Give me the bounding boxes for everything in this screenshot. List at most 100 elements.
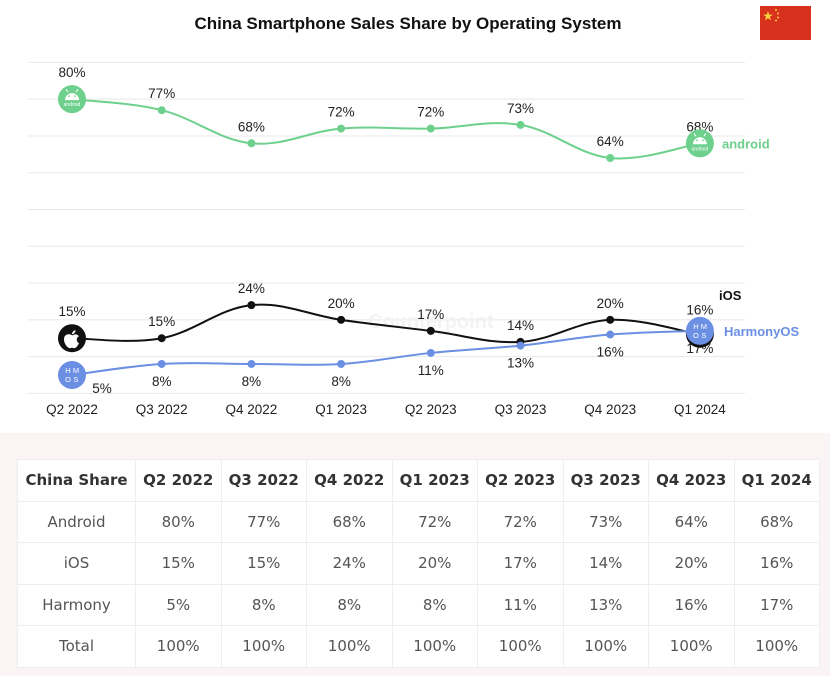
table-cell: 8%: [306, 583, 393, 626]
data-label-harmonyos: 11%: [418, 363, 444, 378]
data-label-ios: 20%: [328, 296, 355, 311]
x-tick-label: Q1 2024: [674, 402, 726, 417]
svg-text:H: H: [693, 322, 698, 331]
series-layer: [71, 98, 704, 377]
data-label-android: 72%: [328, 105, 355, 120]
svg-text:android: android: [692, 146, 709, 152]
table-cell: 100%: [477, 625, 564, 668]
x-tick-label: Q1 2023: [315, 402, 367, 417]
table-cell: 15%: [220, 542, 307, 585]
x-tick-label: Q3 2023: [495, 402, 547, 417]
data-label-ios: 14%: [507, 318, 534, 333]
table-body: Android 80% 77% 68% 72% 72% 73% 64% 68% iOS 15% 15%…: [17, 500, 820, 668]
data-label-ios: 16%: [686, 303, 713, 318]
data-point-android: [337, 124, 346, 133]
x-tick-label: Q4 2023: [584, 402, 636, 417]
x-tick-label: Q2 2022: [46, 402, 98, 417]
data-point-harmonyos: [426, 348, 435, 357]
data-label-ios: 24%: [238, 281, 265, 296]
table-cell: 8%: [220, 583, 307, 626]
table-cell: 64%: [648, 500, 735, 543]
table-cell: 8%: [391, 583, 478, 626]
table-header-label: China Share: [17, 459, 136, 502]
data-point-harmonyos: [606, 330, 615, 339]
data-point-harmonyos: [516, 341, 525, 350]
table-row: Total 100% 100% 100% 100% 100% 100% 100% 100%: [17, 625, 820, 668]
series-line-harmonyos: [71, 329, 700, 377]
label-layer: 80% 77% 68% 72% 72% 73% 64% 68% 15% 15% 24% 20% 17% 1…: [58, 65, 713, 396]
table-header-quarter: Q4 2023: [648, 459, 735, 502]
svg-text:S: S: [73, 375, 78, 384]
x-axis: Q2 2022 Q3 2022 Q4 2022 Q1 2023 Q2 2023 Q3 20…: [46, 402, 726, 417]
table-cell: 100%: [391, 625, 478, 668]
row-label: iOS: [17, 542, 136, 585]
table-header-quarter: Q2 2023: [477, 459, 564, 502]
data-label-harmonyos: 8%: [331, 374, 351, 389]
hmos-logo-icon: H MO S: [685, 316, 714, 348]
table-cell: 24%: [306, 542, 393, 585]
data-label-android: 68%: [686, 119, 713, 134]
svg-text:S: S: [701, 331, 706, 340]
data-label-harmonyos: 8%: [242, 374, 262, 389]
series-label-android: android: [722, 136, 770, 151]
data-label-android: 73%: [507, 101, 534, 116]
china-flag-icon: [760, 6, 811, 40]
data-label-android: 64%: [597, 134, 624, 149]
table-cell: 100%: [306, 625, 393, 668]
data-label-harmonyos: 8%: [152, 374, 172, 389]
table-cell: 72%: [477, 500, 564, 543]
table-header-quarter: Q1 2023: [391, 459, 478, 502]
svg-text:O: O: [693, 331, 699, 340]
line-chart: Counterpoint 80%77%68%72% 72% 73%64%68%15%…: [28, 61, 799, 417]
svg-text:O: O: [65, 375, 71, 384]
table-header-row: China Share Q2 2022 Q3 2022 Q4 2022 Q1 2023 Q…: [17, 459, 820, 502]
table-cell: 77%: [220, 500, 307, 543]
data-label-android: 68%: [238, 119, 265, 134]
row-label: Harmony: [17, 583, 136, 626]
series-label-harmonyos: HarmonyOS: [724, 324, 799, 339]
data-label-ios: 15%: [58, 304, 85, 319]
data-label-harmonyos: 16%: [597, 345, 624, 360]
data-point-android: [516, 120, 525, 129]
svg-text:M: M: [701, 322, 707, 331]
data-point-harmonyos: [337, 359, 346, 368]
data-point-android: [606, 154, 615, 163]
table-cell: 80%: [135, 500, 222, 543]
table-row: Android 80% 77% 68% 72% 72% 73% 64% 68%: [17, 500, 820, 543]
table-cell: 100%: [733, 625, 820, 668]
table-cell: 73%: [562, 500, 649, 543]
table-cell: 72%: [391, 500, 478, 543]
table-cell: 100%: [135, 625, 222, 668]
share-table: China Share Q2 2022 Q3 2022 Q4 2022 Q1 2023 Q…: [17, 459, 820, 668]
table-cell: 20%: [391, 542, 478, 585]
data-label-harmonyos: 5%: [92, 381, 112, 396]
table-cell: 68%: [306, 500, 393, 543]
table-header-quarter: Q4 2022: [306, 459, 393, 502]
table-cell: 100%: [648, 625, 735, 668]
table-cell: 16%: [733, 542, 820, 585]
x-tick-label: Q4 2022: [226, 402, 278, 417]
svg-text:android: android: [64, 102, 81, 108]
table-cell: 5%: [135, 583, 222, 626]
android-logo-icon: android: [58, 85, 86, 114]
data-label-ios: 15%: [148, 314, 175, 329]
table-cell: 13%: [562, 583, 649, 626]
chart-title: China Smartphone Sales Share by Operatin…: [194, 14, 622, 33]
data-label-ios: 17%: [417, 307, 444, 322]
table-row: Harmony 5% 8% 8% 8% 11% 13% 16% 17%: [17, 583, 820, 626]
series-line-android: [71, 98, 701, 160]
data-label-android: 72%: [417, 105, 444, 120]
data-point-ios: [157, 334, 166, 343]
table-row: iOS 15% 15% 24% 20% 17% 14% 20% 16%: [17, 542, 820, 585]
grid-lines: [28, 61, 745, 394]
table-cell: 100%: [562, 625, 649, 668]
data-point-android: [247, 139, 256, 148]
row-label: Total: [17, 625, 136, 668]
table-header-quarter: Q3 2023: [562, 459, 649, 502]
series-line-ios: [71, 303, 701, 344]
table-cell: 14%: [562, 542, 649, 585]
data-point-harmonyos: [157, 359, 166, 368]
apple-logo-icon: [58, 324, 86, 353]
table-cell: 100%: [220, 625, 307, 668]
